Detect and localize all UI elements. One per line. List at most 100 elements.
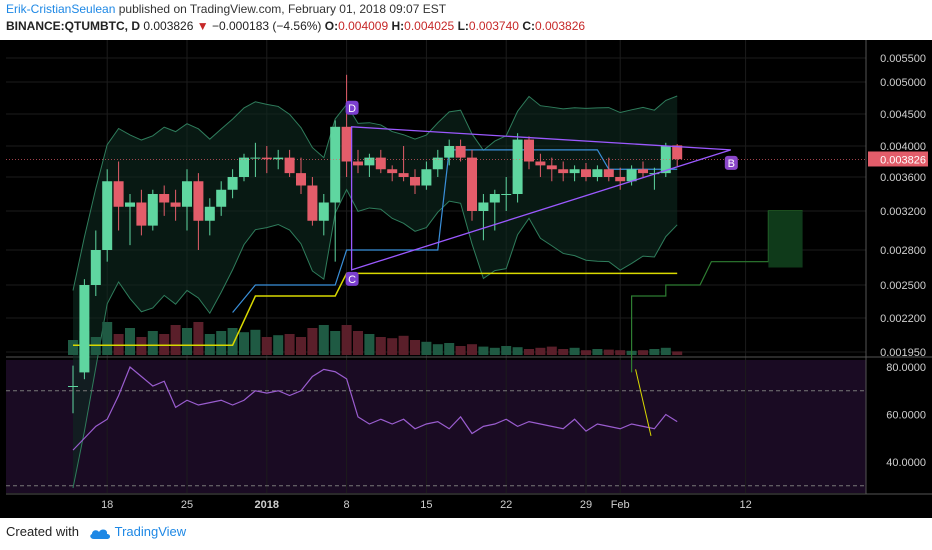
candle-body: [455, 146, 466, 158]
volume-bar: [455, 346, 466, 355]
candle-body: [216, 189, 227, 207]
volume-bar: [501, 346, 512, 355]
tradingview-link[interactable]: TradingView: [114, 524, 187, 539]
time-tick-label: 29: [580, 499, 592, 511]
candle-body: [136, 202, 147, 226]
volume-bar: [318, 325, 329, 355]
abcd-pattern-triangle: [350, 126, 731, 271]
low-label: L:: [457, 19, 469, 33]
candle-body: [489, 194, 500, 203]
price-tick-label: 0.005500: [880, 53, 926, 65]
publish-line: Erik-CristianSeulean published on Tradin…: [6, 2, 446, 16]
time-tick-label: 2018: [255, 499, 279, 511]
volume-bar: [330, 331, 341, 355]
price-tick-label: 0.005000: [880, 77, 926, 89]
candle-body: [558, 169, 569, 174]
volume-bar: [125, 328, 135, 355]
rsi-tick-label: 80.0000: [886, 362, 926, 374]
candle-body: [660, 146, 671, 174]
base-line-step: [73, 272, 678, 346]
down-arrow-icon: ▼: [196, 19, 209, 33]
volume-bar: [444, 343, 455, 355]
change-value: −0.000183 (−4.56%): [211, 19, 322, 33]
candle-body: [603, 169, 614, 177]
volume-bar: [410, 340, 420, 355]
pattern-point-label: B: [728, 158, 735, 170]
candle-body: [444, 146, 455, 158]
candle-body: [638, 169, 648, 174]
created-with-text: Created with: [6, 524, 79, 539]
volume-bar: [524, 349, 534, 355]
low-value: 0.003740: [468, 19, 519, 33]
volume-bar: [273, 335, 284, 355]
volume-bar: [603, 349, 614, 355]
volume-bar: [341, 325, 352, 355]
candle-body: [592, 169, 603, 177]
candle-body: [68, 386, 78, 387]
volume-bar: [296, 337, 306, 355]
candle-body: [615, 177, 626, 182]
candle-body: [364, 157, 375, 166]
candle-body: [204, 206, 215, 221]
candle-body: [250, 157, 261, 159]
price-tick-label: 0.003600: [880, 172, 926, 184]
candle-body: [261, 157, 272, 160]
high-value: 0.004025: [404, 19, 455, 33]
candle-body: [524, 139, 534, 162]
published-text: published on TradingView.com, February 0…: [118, 2, 447, 16]
pattern-point-label: D: [348, 103, 356, 115]
volume-bar: [467, 344, 477, 355]
rsi-panel-background: [6, 360, 866, 493]
candle-body: [113, 181, 124, 207]
volume-bar: [182, 328, 192, 355]
candle-body: [421, 169, 432, 186]
volume-bar: [592, 349, 603, 355]
candle-body: [387, 169, 398, 174]
bollinger-lower-line: [72, 188, 678, 489]
time-tick-label: 12: [739, 499, 751, 511]
volume-bar: [649, 349, 660, 355]
close-value: 0.003826: [534, 19, 586, 33]
volume-bar: [170, 325, 181, 355]
volume-bar: [250, 329, 261, 355]
price-chart[interactable]: DCB0.0055000.0050000.0045000.0040000.003…: [0, 40, 932, 518]
volume-bar: [90, 337, 101, 355]
volume-bar: [672, 351, 683, 355]
candle-body: [501, 194, 512, 195]
time-tick-label: 18: [101, 499, 113, 511]
pattern-point-badge: [345, 271, 359, 286]
candle-body: [581, 169, 591, 177]
candle-body: [284, 157, 295, 174]
candle-body: [227, 177, 238, 190]
volume-bar: [489, 347, 500, 355]
open-label: O:: [324, 19, 339, 33]
volume-bar: [307, 328, 318, 355]
volume-bar: [512, 347, 523, 355]
volume-bar: [227, 328, 238, 355]
volume-bar: [353, 331, 363, 355]
candle-body: [432, 157, 443, 170]
volume-bar: [284, 334, 295, 355]
author-link[interactable]: Erik-CristianSeulean: [6, 2, 116, 16]
conversion-line-step: [232, 149, 678, 313]
candle-body: [182, 181, 192, 207]
footer: Created with TradingView: [6, 524, 186, 540]
candle-body: [535, 161, 546, 166]
volume-bar: [558, 349, 569, 355]
candle-body: [626, 169, 637, 182]
price-tick-label: 0.003200: [880, 206, 926, 218]
candle-body: [569, 169, 580, 174]
candle-body: [512, 139, 523, 194]
candle-body: [353, 161, 363, 166]
volume-bar: [432, 344, 443, 355]
candle-body: [125, 202, 135, 207]
current-price-tag-label: 0.003826: [880, 154, 926, 166]
rsi-trendline: [635, 369, 652, 436]
tradingview-logo-icon: [89, 529, 110, 539]
volume-bar: [239, 332, 249, 355]
volume-bar: [615, 350, 626, 355]
candle-body: [672, 145, 683, 160]
volume-bar: [147, 331, 158, 355]
rsi-tick-label: 60.0000: [886, 410, 926, 422]
candle-body: [318, 202, 329, 221]
